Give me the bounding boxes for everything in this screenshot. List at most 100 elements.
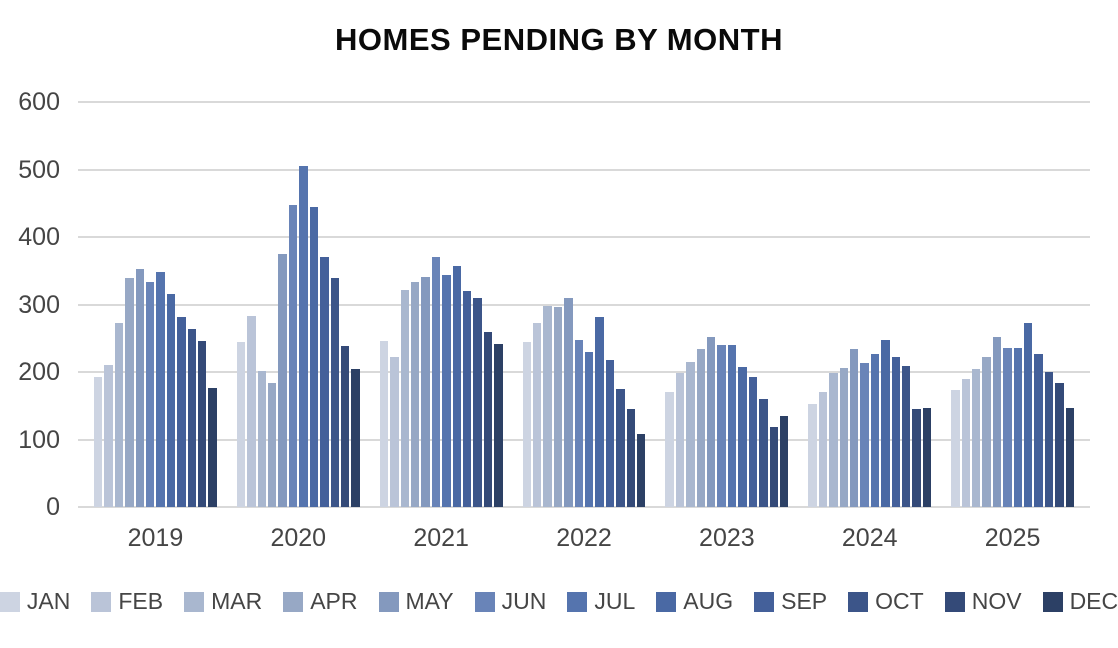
bar-2024-apr [839,367,848,507]
bar-2019-may [135,268,145,507]
bar-2022-aug [595,316,604,507]
bar-2019-nov [198,340,207,507]
legend-item-aug: AUG [656,588,733,615]
bar-2025-sep [1034,353,1043,507]
legend-swatch-dec [1042,591,1063,612]
legend-swatch-feb [91,591,112,612]
bar-group-2021 [379,102,503,507]
legend-swatch-mar [184,591,205,612]
legend-swatch-apr [283,591,304,612]
bar-2023-aug [738,367,747,507]
bar-2020-mar [257,370,267,507]
bar-2022-jul [585,351,594,507]
bar-2024-oct [901,365,911,507]
bar-2020-jan [236,341,246,507]
x-label-2023: 2023 [699,524,755,552]
legend-item-nov: NOV [944,588,1022,615]
bar-2023-nov [769,427,778,507]
legend-label-jul: JUL [594,588,636,614]
legend-swatch-jan [0,591,20,612]
legend-swatch-nov [944,591,965,612]
bar-2021-oct [473,297,482,507]
legend: JAN FEB MAR APR MAY JUN JUL AUG SEP OCT NOV DEC [0,588,1118,615]
bar-2022-may [564,297,573,507]
bar-2019-dec [208,387,217,507]
bar-2024-jun [860,362,869,507]
bar-2023-oct [759,399,768,507]
legend-label-apr: APR [310,588,358,614]
bar-2023-jul [727,345,737,507]
bar-2025-oct [1044,372,1054,507]
x-label-2020: 2020 [270,524,327,552]
bar-2019-sep [177,316,186,507]
bar-2023-dec [779,415,789,507]
bars-layer [78,102,1090,507]
legend-item-oct: OCT [848,588,924,615]
x-label-2025: 2025 [984,524,1041,552]
legend-swatch-aug [656,591,677,612]
bar-2025-nov [1055,382,1064,507]
bar-2019-oct [187,328,197,507]
gridline-100 [78,438,1090,441]
x-label-2021: 2021 [413,524,469,552]
gridline-0 [78,506,1090,508]
bar-2020-aug [309,206,319,507]
x-axis: 2019 2020 2021 2022 2023 2024 2025 [78,524,1090,553]
bar-2024-mar [829,372,838,507]
y-tick-label-400: 400 [18,223,60,251]
y-tick-label-600: 600 [18,88,60,116]
bar-2024-dec [922,407,932,507]
legend-label-jun: JUN [501,588,547,614]
bar-2021-dec [494,343,503,507]
bar-2025-dec [1065,407,1075,507]
bar-2021-feb [390,357,399,507]
legend-swatch-jul [567,591,588,612]
bar-2019-aug [166,294,176,507]
legend-swatch-sep [754,591,775,612]
bar-2020-sep [320,256,329,507]
legend-label-mar: MAR [211,588,263,614]
bar-2024-sep [891,357,900,507]
bar-2021-jan [379,340,389,507]
bar-2022-oct [616,388,625,507]
bar-2020-nov [340,346,350,507]
bar-2021-aug [452,266,461,507]
bar-2021-apr [410,281,420,507]
gridline-500 [78,168,1090,171]
legend-item-mar: MAR [184,588,262,615]
bar-2023-feb [675,372,685,507]
bar-2025-apr [982,357,991,507]
bar-2023-jun [717,345,726,507]
bar-group-2025 [951,102,1075,507]
y-tick-label-500: 500 [18,155,60,184]
legend-label-sep: SEP [781,588,828,614]
bar-2019-jan [94,376,103,507]
plot-area [78,101,1090,508]
legend-item-dec: DEC [1042,588,1118,615]
x-label-2019: 2019 [127,524,184,552]
legend-item-sep: SEP [754,588,827,615]
y-tick-label-100: 100 [18,425,60,454]
bar-2024-aug [881,339,890,507]
legend-item-apr: APR [283,588,358,615]
bar-2025-may [992,336,1002,507]
gridline-400 [78,236,1090,238]
bar-2019-jun [146,282,155,507]
bar-2022-sep [605,359,615,507]
bar-2020-jun [288,204,298,507]
bar-2024-jul [870,353,880,507]
bar-2020-dec [351,368,360,507]
bar-group-2019 [94,102,217,507]
bar-2022-apr [553,307,563,507]
legend-swatch-oct [848,591,869,612]
bar-2025-jul [1013,347,1022,507]
bar-2023-may [707,336,716,507]
bar-2021-may [421,276,430,507]
legend-label-jan: JAN [26,588,71,614]
bar-2025-jan [951,390,960,507]
gridline-600 [78,101,1090,103]
legend-label-aug: AUG [683,588,734,614]
bar-2025-mar [971,368,981,507]
y-axis: 0 100 200 300 400 500 600 [0,90,66,520]
bar-2022-jan [522,341,531,507]
